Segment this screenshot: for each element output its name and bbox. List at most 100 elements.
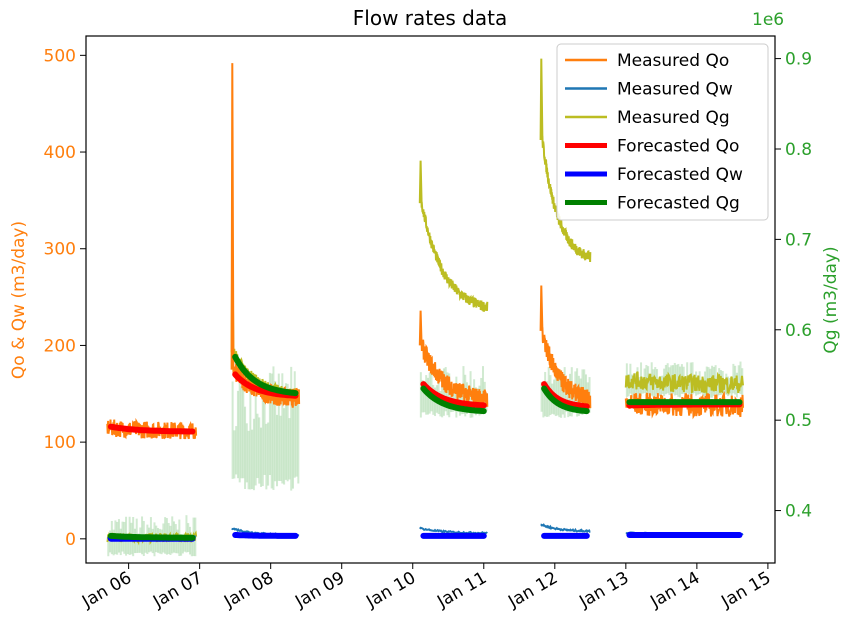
qg-uncertainty-band — [231, 381, 234, 479]
forecasted-qg-line — [541, 385, 590, 415]
qg-uncertainty-band — [270, 373, 273, 489]
qg-uncertainty-band — [249, 389, 252, 490]
legend: Measured Qo Measured Qw Measured Qg Forecas… — [556, 43, 769, 221]
qg-uncertainty-band — [254, 394, 257, 486]
forecasted-qg-line — [107, 532, 196, 541]
qg-uncertainty-band — [732, 363, 735, 394]
qg-uncertainty-band — [272, 366, 275, 490]
right-tick-label: 0.8 — [785, 140, 812, 160]
qg-uncertainty-band — [281, 373, 284, 484]
qg-uncertainty-band — [286, 383, 289, 482]
qg-uncertainty-band — [251, 429, 254, 490]
x-tick-label: Jan 07 — [149, 568, 206, 612]
qg-uncertainty-band — [260, 427, 263, 487]
qg-uncertainty-band — [190, 533, 193, 557]
x-tick-label: Jan 14 — [646, 568, 703, 612]
measured-qg-line — [418, 160, 489, 312]
qg-uncertainty-band — [263, 398, 266, 475]
qg-uncertainty-band — [144, 535, 147, 553]
qg-uncertainty-band — [290, 366, 293, 491]
left-tick-label: 0 — [65, 530, 76, 550]
right-tick-label: 0.9 — [785, 50, 812, 70]
legend-label: Measured Qg — [617, 108, 730, 128]
forecasted-qg-line — [420, 385, 487, 415]
plot-frame — [85, 35, 776, 564]
x-tick-label: Jan 08 — [220, 568, 277, 612]
qg-uncertainty-band — [258, 417, 261, 484]
qg-uncertainty-band — [716, 379, 719, 397]
x-tick-label: Jan 15 — [717, 568, 774, 612]
plot-layer — [106, 58, 744, 557]
qg-uncertainty-band — [737, 365, 740, 394]
qg-uncertainty-band — [542, 386, 545, 418]
legend-box — [556, 43, 769, 221]
left-tick-label: 100 — [44, 433, 76, 453]
qg-uncertainty-band — [446, 372, 449, 416]
measured-qg-line — [624, 371, 744, 396]
measured-qw-line — [540, 523, 591, 534]
qg-uncertainty-band — [267, 422, 270, 486]
right-tick-label: 0.7 — [785, 230, 812, 250]
qg-uncertainty-band — [112, 529, 115, 556]
qg-uncertainty-band — [180, 534, 183, 556]
qg-uncertainty-band — [233, 430, 236, 479]
right-tick-label: 0.4 — [785, 502, 812, 522]
x-tick-label: Jan 11 — [433, 568, 490, 612]
forecasted-qw-line — [232, 532, 299, 539]
qg-uncertainty-band — [632, 380, 635, 394]
right-axis-label: Qg (m3/day) — [821, 246, 841, 353]
qg-uncertainty-band — [629, 363, 632, 394]
qg-uncertainty-band — [279, 415, 282, 482]
qg-uncertainty-band — [293, 371, 296, 478]
forecasted-qo-line — [420, 381, 487, 409]
qg-uncertainty-band — [252, 418, 255, 491]
qg-uncertainty-band — [238, 382, 241, 483]
qg-uncertainty-band — [284, 383, 287, 480]
qg-uncertainty-band — [245, 423, 248, 483]
qg-uncertainty-band — [419, 372, 422, 418]
qg-uncertainty-band — [684, 378, 687, 398]
qg-uncertainty-band — [256, 413, 259, 479]
measured-qo-line — [539, 285, 592, 409]
legend-label: Forecasted Qo — [617, 137, 739, 157]
left-axis-label: Qo & Qw (m3/day) — [9, 221, 29, 379]
qg-uncertainty-band — [126, 534, 129, 555]
qg-uncertainty-band — [247, 430, 250, 490]
legend-label: Forecasted Qg — [617, 194, 740, 214]
qg-uncertainty-band — [291, 389, 294, 489]
measured-qg-line — [539, 58, 592, 263]
qg-uncertainty-band — [276, 414, 279, 487]
qg-uncertainty-band — [648, 374, 651, 397]
x-tick-label: Jan 13 — [575, 568, 632, 612]
measured-qo-line — [230, 63, 301, 408]
measured-qo-line — [418, 310, 489, 408]
qg-uncertainty-band — [160, 529, 163, 555]
x-tick-label: Jan 12 — [504, 568, 561, 612]
qg-uncertainty-band — [107, 536, 110, 557]
legend-label: Measured Qo — [617, 51, 729, 71]
qg-uncertainty-band — [423, 380, 426, 413]
qg-uncertainty-band — [261, 385, 264, 487]
left-tick-label: 500 — [44, 46, 76, 66]
x-tick-label: Jan 10 — [362, 568, 419, 612]
qg-uncertainty-band — [265, 423, 268, 490]
qg-uncertainty-band — [739, 361, 742, 395]
x-tick-label: Jan 09 — [291, 568, 348, 612]
qg-uncertainty-band — [442, 368, 445, 416]
qg-uncertainty-band — [675, 364, 678, 396]
qg-uncertainty-band — [274, 381, 277, 482]
legend-label: Forecasted Qw — [617, 165, 743, 185]
qg-uncertainty-band — [268, 372, 271, 476]
qg-uncertainty-band — [421, 379, 424, 413]
qg-uncertainty-band — [448, 373, 451, 418]
qg-uncertainty-band — [295, 389, 298, 477]
qg-uncertainty-band — [455, 376, 458, 418]
qg-uncertainty-band — [240, 386, 243, 479]
forecasted-qo-line — [232, 371, 299, 399]
right-axis-multiplier: 1e6 — [752, 10, 784, 30]
qg-uncertainty-band — [235, 426, 238, 475]
qg-uncertainty-band — [560, 370, 563, 418]
qg-uncertainty-band — [481, 366, 484, 412]
